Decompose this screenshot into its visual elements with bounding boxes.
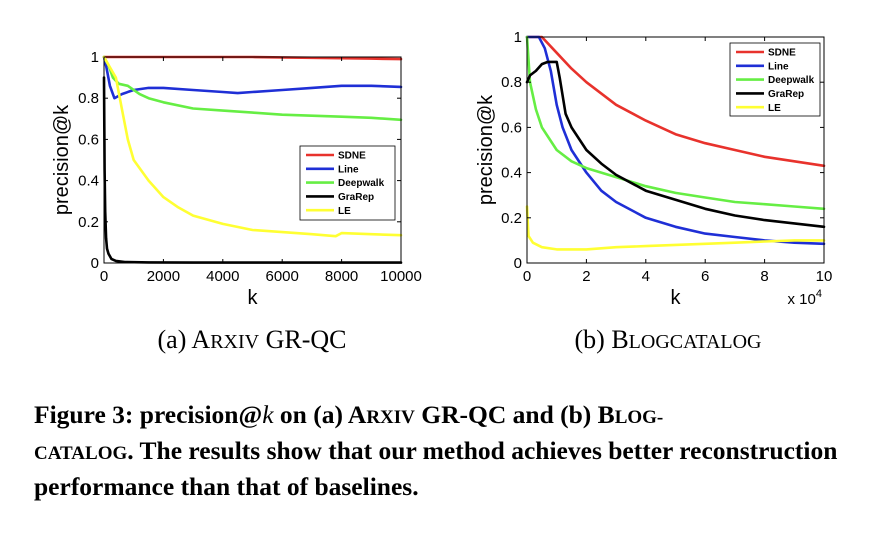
chart-b-subcaption: (b) BLOGCATALOG: [574, 325, 761, 354]
chart-b-xtick-label: 2: [582, 268, 590, 285]
chart-a-axes-box: [103, 56, 402, 264]
chart-a-legend: SDNE Line Deepwalk GraRep LE: [299, 145, 396, 221]
chart-a-xtick-label: 8000: [325, 268, 358, 285]
caption-arxiv-lead: A: [347, 400, 367, 429]
caption-lead: Figure 3: precision@: [34, 400, 263, 429]
chart-b-series-le: [525, 205, 826, 251]
chart-b: 0 2 4 6 8 10 0 0.2 0.4 0.6 0.8 1 k precision@k x 104 SD…: [475, 29, 832, 354]
chart-a-ytick-label: 1: [91, 49, 99, 66]
chart-a-subcaption: (a) ARXIV GR-QC: [158, 325, 347, 354]
chart-a-ylabel: precision@k: [51, 104, 73, 215]
chart-a: 0 2000 4000 6000 8000 10000 0 0.2 0.4 0.6 0.8 1 k pre…: [51, 49, 422, 354]
chart-a-legend-label-le: LE: [338, 206, 351, 217]
figure-caption: Figure 3: precision@k on (a) ARXIV GR-QC…: [34, 398, 874, 503]
chart-b-ytick-label: 0.4: [501, 165, 522, 182]
chart-b-ytick-label: 0.8: [501, 74, 522, 91]
chart-b-xtick-label: 10: [816, 268, 833, 285]
chart-b-series-grarep: [525, 60, 826, 229]
caption-rest: . The results show that our method achie…: [34, 436, 838, 501]
caption-blog-smallcaps-2: CATALOG: [34, 443, 128, 464]
chart-a-legend-label-grarep: GraRep: [338, 192, 374, 203]
caption-variable: k: [262, 400, 274, 429]
chart-a-ytick-label: 0.4: [78, 173, 99, 190]
chart-b-ytick-label: 0.2: [501, 210, 522, 227]
chart-b-series-deepwalk: [525, 35, 826, 211]
chart-b-ytick-label: 0.6: [501, 119, 522, 136]
chart-b-ytick-label: 1: [514, 29, 522, 46]
chart-b-xtick-label: 0: [523, 268, 531, 285]
chart-a-series-line: [102, 55, 403, 100]
chart-a-series-le: [102, 55, 403, 238]
chart-b-legend-label-line: Line: [768, 61, 789, 72]
chart-a-xtick-label: 10000: [380, 268, 422, 285]
chart-b-xtick-label: 4: [642, 268, 650, 285]
caption-blog-lead: B: [597, 400, 615, 429]
chart-a-xtick-label: 6000: [266, 268, 299, 285]
chart-a-xtick-label: 2000: [147, 268, 180, 285]
chart-b-legend-label-deepwalk: Deepwalk: [768, 75, 815, 86]
chart-a-legend-label-sdne: SDNE: [338, 151, 366, 162]
chart-b-axes-box: [526, 36, 825, 264]
chart-a-ytick-label: 0: [91, 255, 99, 272]
chart-b-ytick-label: 0: [514, 255, 522, 272]
caption-mid-1: on (a): [273, 400, 348, 429]
chart-b-xlabel: k: [671, 287, 682, 309]
chart-a-xtick-label: 4000: [206, 268, 239, 285]
chart-a-ytick-label: 0.6: [78, 131, 99, 148]
chart-b-legend-label-le: LE: [768, 103, 781, 114]
chart-a-ytick-label: 0.2: [78, 214, 99, 231]
chart-a-xtick-label: 0: [100, 268, 108, 285]
chart-a-legend-label-line: Line: [338, 164, 359, 175]
chart-b-ylabel: precision@k: [475, 94, 497, 205]
caption-arxiv-smallcaps: RXIV: [366, 407, 415, 428]
chart-b-x-multiplier: x 104: [788, 288, 822, 308]
chart-a-ytick-label: 0.8: [78, 90, 99, 107]
chart-b-legend-label-grarep: GraRep: [768, 89, 804, 100]
chart-b-legend-label-sdne: SDNE: [768, 48, 796, 59]
chart-a-legend-label-deepwalk: Deepwalk: [338, 178, 385, 189]
chart-b-xtick-label: 8: [760, 268, 768, 285]
chart-b-series-sdne: [525, 35, 826, 168]
chart-b-series-line: [525, 35, 826, 246]
chart-b-xtick-label: 6: [701, 268, 709, 285]
caption-blog-smallcaps-1: LOG-: [614, 407, 664, 428]
chart-b-legend: SDNE Line Deepwalk GraRep LE: [729, 42, 821, 117]
caption-mid-2: GR-QC and (b): [414, 400, 598, 429]
chart-a-xlabel: k: [248, 287, 259, 309]
chart-a-series-grarep: [102, 76, 403, 264]
